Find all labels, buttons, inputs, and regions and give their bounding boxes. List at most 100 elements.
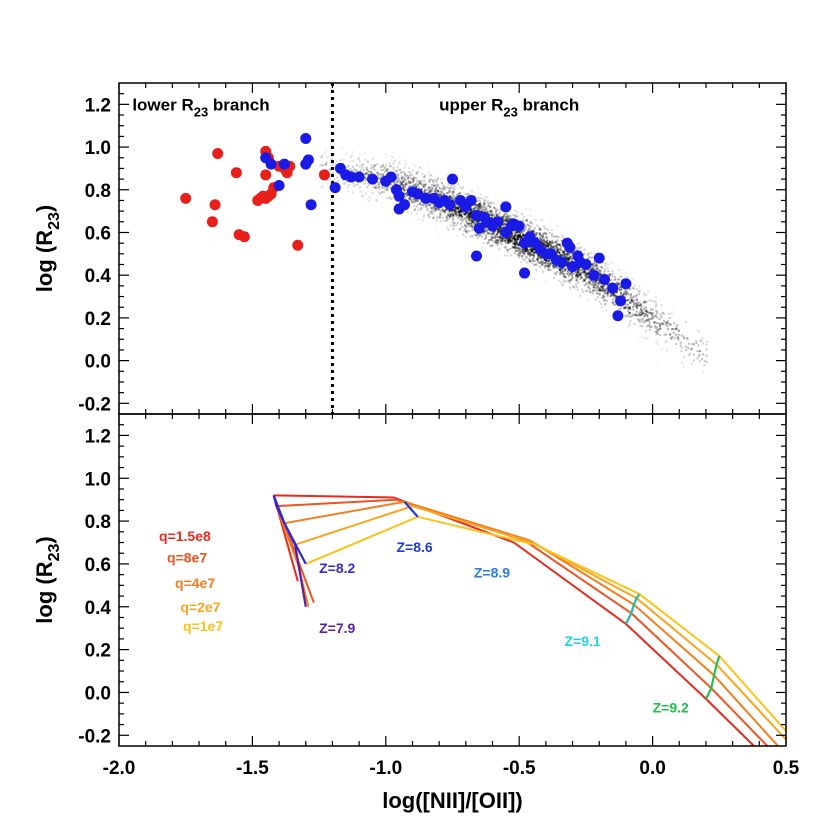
- cloud-point: [458, 210, 461, 213]
- cloud-point: [643, 301, 646, 304]
- cloud-point: [435, 192, 438, 195]
- cloud-point: [478, 203, 481, 206]
- cloud-point: [408, 197, 411, 200]
- cloud-point: [601, 265, 604, 268]
- cloud-point: [562, 251, 565, 254]
- cloud-point: [491, 232, 494, 235]
- cloud-point: [464, 229, 467, 232]
- cloud-point: [625, 306, 628, 309]
- cloud-point: [494, 230, 497, 233]
- cloud-point: [639, 304, 642, 307]
- cloud-point: [530, 250, 533, 253]
- cloud-point: [539, 228, 542, 231]
- cloud-point: [353, 170, 356, 173]
- cloud-point: [683, 337, 686, 340]
- cloud-point: [432, 184, 435, 187]
- cloud-point: [606, 291, 609, 294]
- cloud-point: [575, 274, 578, 277]
- cloud-point: [501, 237, 504, 240]
- cloud-point: [477, 219, 480, 222]
- cloud-point: [492, 202, 495, 205]
- upper-branch-point: [620, 278, 632, 290]
- cloud-point: [385, 197, 388, 200]
- cloud-point: [544, 279, 547, 282]
- cloud-point: [489, 200, 492, 203]
- cloud-point: [549, 268, 552, 271]
- cloud-point: [469, 213, 472, 216]
- cloud-point: [566, 258, 569, 261]
- top-panel: -0.20.00.20.40.60.81.01.2 lower R23 bran…: [78, 82, 787, 415]
- cloud-point: [528, 253, 531, 256]
- cloud-point: [433, 184, 436, 187]
- cloud-point: [657, 332, 660, 335]
- cloud-point: [555, 251, 558, 254]
- cloud-point: [539, 256, 542, 259]
- cloud-point: [391, 197, 394, 200]
- cloud-point: [508, 217, 511, 220]
- cloud-point: [445, 217, 448, 220]
- cloud-point: [446, 218, 449, 221]
- cloud-point: [428, 189, 431, 192]
- cloud-point: [656, 343, 659, 346]
- cloud-point: [447, 210, 450, 213]
- cloud-point: [495, 257, 498, 260]
- cloud-point: [410, 199, 413, 202]
- cloud-point: [443, 188, 446, 191]
- cloud-point: [451, 214, 454, 217]
- cloud-point: [522, 234, 525, 237]
- cloud-point: [457, 212, 460, 215]
- cloud-point: [425, 183, 428, 186]
- cloud-point: [484, 202, 487, 205]
- cloud-point: [669, 336, 672, 339]
- cloud-point: [637, 319, 640, 322]
- cloud-point: [419, 181, 422, 184]
- cloud-point: [636, 303, 639, 306]
- cloud-point: [634, 295, 637, 298]
- cloud-point: [487, 239, 490, 242]
- cloud-point: [417, 183, 420, 186]
- cloud-point: [702, 342, 705, 345]
- cloud-point: [534, 251, 537, 254]
- upper-branch-point: [588, 269, 600, 281]
- cloud-point: [570, 257, 573, 260]
- cloud-point: [447, 229, 450, 232]
- cloud-point: [507, 219, 510, 222]
- cloud-point: [533, 227, 536, 230]
- cloud-point: [514, 244, 517, 247]
- cloud-point: [566, 252, 569, 255]
- cloud-point: [453, 213, 456, 216]
- cloud-point: [546, 239, 549, 242]
- cloud-point: [426, 207, 429, 210]
- cloud-point: [385, 155, 388, 158]
- cloud-point: [447, 191, 450, 194]
- cloud-point: [601, 290, 604, 293]
- cloud-point: [639, 321, 642, 324]
- cloud-point: [530, 249, 533, 252]
- cloud-point: [467, 223, 470, 226]
- cloud-point: [538, 265, 541, 268]
- cloud-point: [452, 190, 455, 193]
- cloud-point: [618, 308, 621, 311]
- cloud-point: [329, 168, 332, 171]
- cloud-point: [509, 239, 512, 242]
- cloud-point: [654, 321, 657, 324]
- cloud-point: [554, 265, 557, 268]
- cloud-point: [411, 178, 414, 181]
- cloud-point: [547, 263, 550, 266]
- cloud-point: [564, 252, 567, 255]
- cloud-point: [603, 292, 606, 295]
- upper-branch-point: [305, 199, 317, 211]
- cloud-point: [457, 210, 460, 213]
- cloud-point: [472, 221, 475, 224]
- cloud-point: [439, 193, 442, 196]
- cloud-point: [500, 239, 503, 242]
- cloud-point: [429, 189, 432, 192]
- cloud-point: [396, 172, 399, 175]
- cloud-point: [474, 206, 477, 209]
- cloud-point: [463, 224, 466, 227]
- cloud-point: [469, 235, 472, 238]
- cloud-point: [505, 237, 508, 240]
- cloud-point: [477, 208, 480, 211]
- cloud-point: [627, 307, 630, 310]
- cloud-point: [556, 239, 559, 242]
